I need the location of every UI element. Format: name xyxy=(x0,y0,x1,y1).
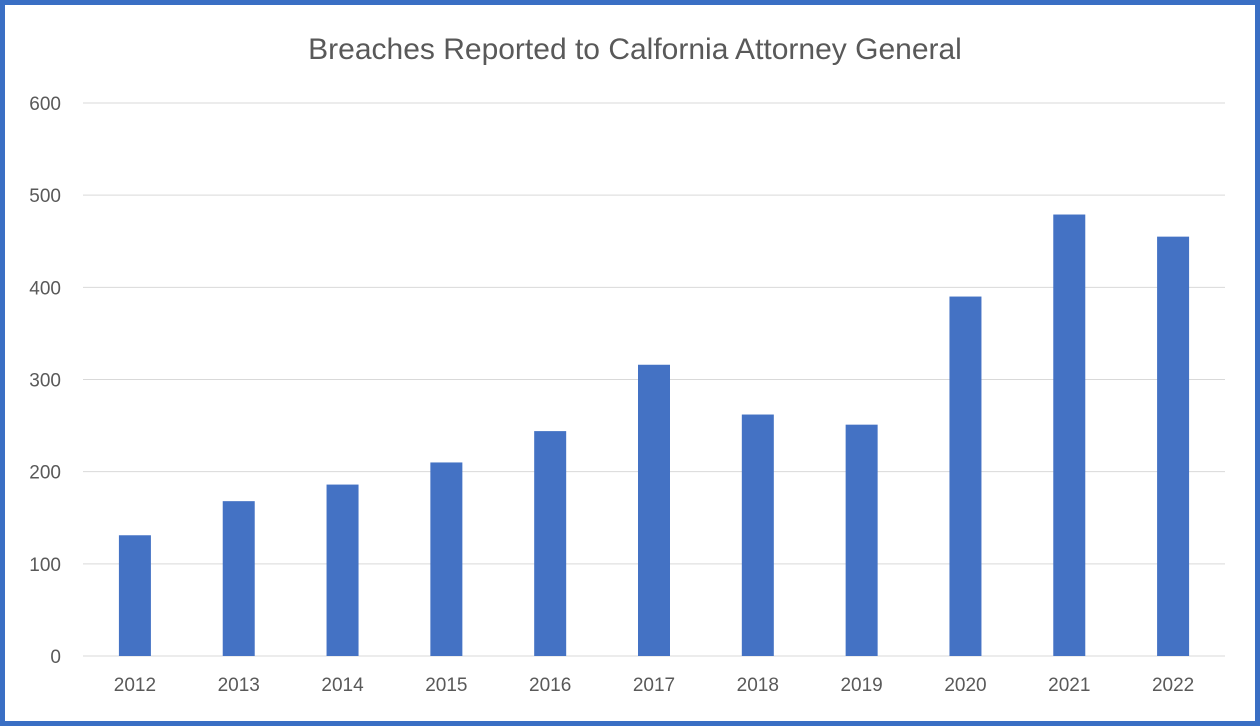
bar-2017 xyxy=(638,364,670,656)
x-axis: 2012 2013 2014 2015 2016 2017 2018 2019 2020 2021… xyxy=(114,675,1194,696)
bar-2014 xyxy=(326,484,359,656)
y-tick-label: 0 xyxy=(50,647,61,668)
y-tick-label: 300 xyxy=(29,371,61,392)
x-tick-label: 2018 xyxy=(737,675,779,696)
bar-2013 xyxy=(222,501,255,656)
chart-title: Breaches Reported to Calfornia Attorney … xyxy=(308,33,962,66)
bar-2019 xyxy=(845,424,878,656)
x-tick-label: 2019 xyxy=(840,675,882,696)
x-tick-label: 2016 xyxy=(529,675,571,696)
y-tick-label: 400 xyxy=(29,278,61,299)
bar-2012 xyxy=(118,535,151,656)
x-tick-label: 2020 xyxy=(944,675,986,696)
x-tick-label: 2012 xyxy=(114,675,156,696)
y-tick-label: 200 xyxy=(29,463,61,484)
x-tick-label: 2022 xyxy=(1152,675,1194,696)
x-tick-label: 2017 xyxy=(633,675,675,696)
y-tick-label: 500 xyxy=(29,186,61,207)
bars xyxy=(118,214,1190,656)
y-tick-label: 100 xyxy=(29,555,61,576)
bar-2015 xyxy=(430,462,463,656)
bar-2016 xyxy=(534,431,567,656)
y-axis: 0 100 200 300 400 500 600 xyxy=(29,94,61,668)
bar-chart: 0 100 200 300 400 500 600 2012 2013 2014 2015 2016… xyxy=(29,94,1225,696)
x-tick-label: 2021 xyxy=(1048,675,1090,696)
y-tick-label: 600 xyxy=(29,94,61,115)
bar-2022 xyxy=(1157,236,1190,656)
bar-2021 xyxy=(1053,214,1086,656)
x-tick-label: 2014 xyxy=(321,675,364,696)
x-tick-label: 2015 xyxy=(425,675,467,696)
x-tick-label: 2013 xyxy=(218,675,260,696)
bar-2018 xyxy=(741,414,774,656)
bar-2020 xyxy=(949,296,982,656)
